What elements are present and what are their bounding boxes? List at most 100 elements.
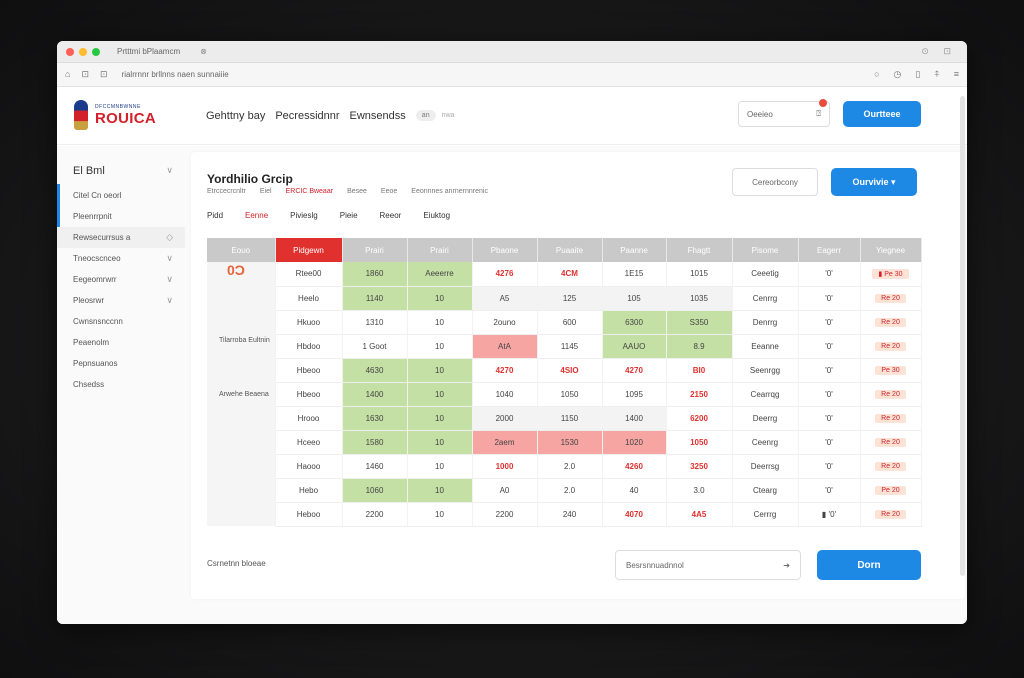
sidebar-item-1[interactable]: Citel Cn oeorl [57,184,185,228]
table-row[interactable]: Heelo 1140 10 A5 125 105 1035 Cenrrg '0' Re 20 [207,286,922,311]
status-badge[interactable]: Re 20 [875,510,906,519]
table-cell: 10 [407,430,473,455]
column-header[interactable]: Puaaite [537,238,603,262]
primary-action-button[interactable]: Ourvivie ▾ [831,168,917,196]
chevron-down-icon[interactable]: ∨ [166,274,173,284]
status-badge[interactable]: Re 20 [875,438,906,447]
column-header[interactable]: Pisome [732,238,799,262]
title-bar: Prtttmi bPlaamcm ⊗ ⊙ ⊡ [57,41,967,63]
close-window-button[interactable] [66,47,74,56]
chevron-down-icon[interactable]: ∨ [166,253,173,263]
sidebar-item-3[interactable]: Rewsecurrsus a ◇ [57,227,185,248]
column-header[interactable]: Prairi [342,238,408,262]
filter-tab[interactable]: Pidd [207,211,224,220]
column-header[interactable]: Eagerr [798,238,861,262]
header-primary-button[interactable]: Ourtteee [843,101,921,127]
sidebar-item-6[interactable]: Pleosrwr ∨ [57,290,185,311]
maximize-window-button[interactable] [92,47,100,56]
table-row[interactable]: Hbdoo 1 Goot 10 AtA 1145 AAUO 8.9 Eeanne '0' Re 2… [207,334,922,359]
sidebar-item-label: Rewsecurrsus a [73,233,131,242]
table-cell: 1050 [666,430,733,455]
table-row[interactable]: Haooo 1460 10 1000 2.0 4260 3250 Deerrsg '0' Re 2… [207,454,922,479]
sidebar-item-10[interactable]: Chsedss [57,374,185,395]
table-cell: AAUO [602,334,667,359]
header-search-input[interactable]: Oeeieo ⍰ [738,99,830,127]
filter-tab[interactable]: Pieie [339,211,358,220]
table-cell: 1015 [666,262,733,287]
table-cell: 2.0 [537,478,603,503]
share-icon[interactable]: ⍏ [934,69,940,79]
status-badge[interactable]: Re 20 [875,462,906,471]
top-nav-item-1[interactable]: Gehttny bay [206,109,266,122]
table-row[interactable]: Hkuoo 1310 10 2ouno 600 6300 S350 Denrrg '0' Re 2… [207,310,922,335]
table-row[interactable]: Hceeo 1580 10 2aem 1530 1020 1050 Ceenrg '0' Re 2… [207,430,922,455]
sidebar-title[interactable]: El Bml ∨ [57,146,185,185]
status-badge[interactable]: Re 20 [875,414,906,423]
status-badge[interactable]: Re 20 [875,318,906,327]
logo[interactable]: DFCCMNBWNNE ROUICA [71,98,189,134]
table-row[interactable]: Hrooo 1630 10 2000 1150 1400 6200 Deerrg '0' Re 2… [207,406,922,431]
column-header[interactable]: Pidgewn [275,238,343,262]
table-cell: 4SIO [537,358,603,383]
table-cell: 1060 [342,478,408,503]
arrow-right-icon[interactable]: ➔ [783,560,790,570]
table-cell: '0' [798,262,861,287]
home-icon[interactable]: ⌂ [65,69,71,79]
sidebar-item-7[interactable]: Cwnsnsnccnn [57,311,185,332]
table-row[interactable]: Hebo 1060 10 A0 2.0 40 3.0 Ctearg '0' Pe 20 [207,478,922,503]
minimize-window-button[interactable] [79,47,87,56]
column-header[interactable]: Pbaone [472,238,538,262]
filter-tab[interactable]: Pivieslg [290,211,318,220]
chevron-down-icon[interactable]: ∨ [166,295,173,305]
sidebar-item-8[interactable]: Peaenolm [57,332,185,353]
column-header[interactable]: Eouo [207,238,276,262]
filter-tab[interactable]: Reeor [379,211,402,220]
status-badge[interactable]: Re 20 [875,342,906,351]
column-header[interactable]: Paanne [602,238,667,262]
table-row[interactable]: Hbeoo 4630 10 4270 4SIO 4270 BI0 Seenrgg '0' Pe 3… [207,358,922,383]
column-header[interactable]: Yiegnee [860,238,922,262]
filter-tab[interactable]: Eiuktog [423,211,451,220]
footer-primary-button[interactable]: Dorn [817,550,921,580]
table-cell: 1580 [342,430,408,455]
table-row[interactable]: Heboo 2200 10 2200 240 4070 4A5 Cerrrg ▮ '0' Re 2… [207,502,922,527]
table-cell: 2.0 [537,454,603,479]
table-cell: Hbeoo [275,382,343,407]
tab-close-icon[interactable]: ⊗ [200,47,207,56]
app-header: DFCCMNBWNNE ROUICA Gehttny bay Pecressid… [57,87,967,145]
nav-pill[interactable]: an [415,110,436,121]
footer-search-input[interactable]: Besrsnnuadnnol ➔ [615,550,801,580]
address-bar[interactable]: rialrrnnr brllnns naen sunnaiiie [121,70,229,79]
status-badge[interactable]: Re 20 [875,390,906,399]
filter-tab[interactable]: Eenne [245,211,269,220]
window-controls-icon[interactable]: ⊙ ⊡ [921,46,957,56]
table-cell: 3250 [666,454,733,479]
status-badge[interactable]: Re 20 [875,294,906,303]
table-row[interactable]: Hbeoo 1400 10 1040 1050 1095 2150 Cearrqg '0' Re … [207,382,922,407]
browser-tab[interactable]: Prtttmi bPlaamcm [117,47,181,56]
column-header[interactable]: Prairi [407,238,473,262]
column-header[interactable]: Fhagtt [666,238,733,262]
chevron-down-icon[interactable]: ∨ [166,165,173,175]
status-badge[interactable]: Pe 30 [875,366,906,375]
sidebar-item-2[interactable]: Pleenrrpnit [57,206,185,227]
status-badge[interactable]: ▮ Pe 30 [872,268,909,279]
table-cell: Re 20 [860,406,922,431]
secondary-action-button[interactable]: Cereorbcony [732,168,818,196]
scrollbar[interactable] [960,96,965,576]
table-cell: 1050 [537,382,603,407]
sidebar-item-5[interactable]: Eegeomrwrr ∨ [57,269,185,290]
sidebar-item-9[interactable]: Pepnsuanos [57,353,185,374]
table-cell: Ctearg [732,478,799,503]
tabs-icon[interactable]: ▯ [915,69,921,79]
top-nav-item-3[interactable]: Ewnsendss [349,109,406,122]
history-icon[interactable]: ◷ [893,69,902,79]
table-row[interactable]: 0Ɔ Tilarroba Eultnin Arwehe Beaena Rtee00 18… [207,262,922,526]
sidebar-toggle-icon[interactable]: ⊡ [99,69,108,79]
circle-icon[interactable]: ○ [874,69,880,79]
status-badge[interactable]: Pe 20 [875,486,906,495]
reading-list-icon[interactable]: ⊡ [81,69,89,79]
sidebar-item-4[interactable]: Tneocscnceo ∨ [57,248,185,269]
menu-icon[interactable]: ≡ [953,69,959,79]
top-nav-item-2[interactable]: Pecressidnnr [275,109,340,122]
